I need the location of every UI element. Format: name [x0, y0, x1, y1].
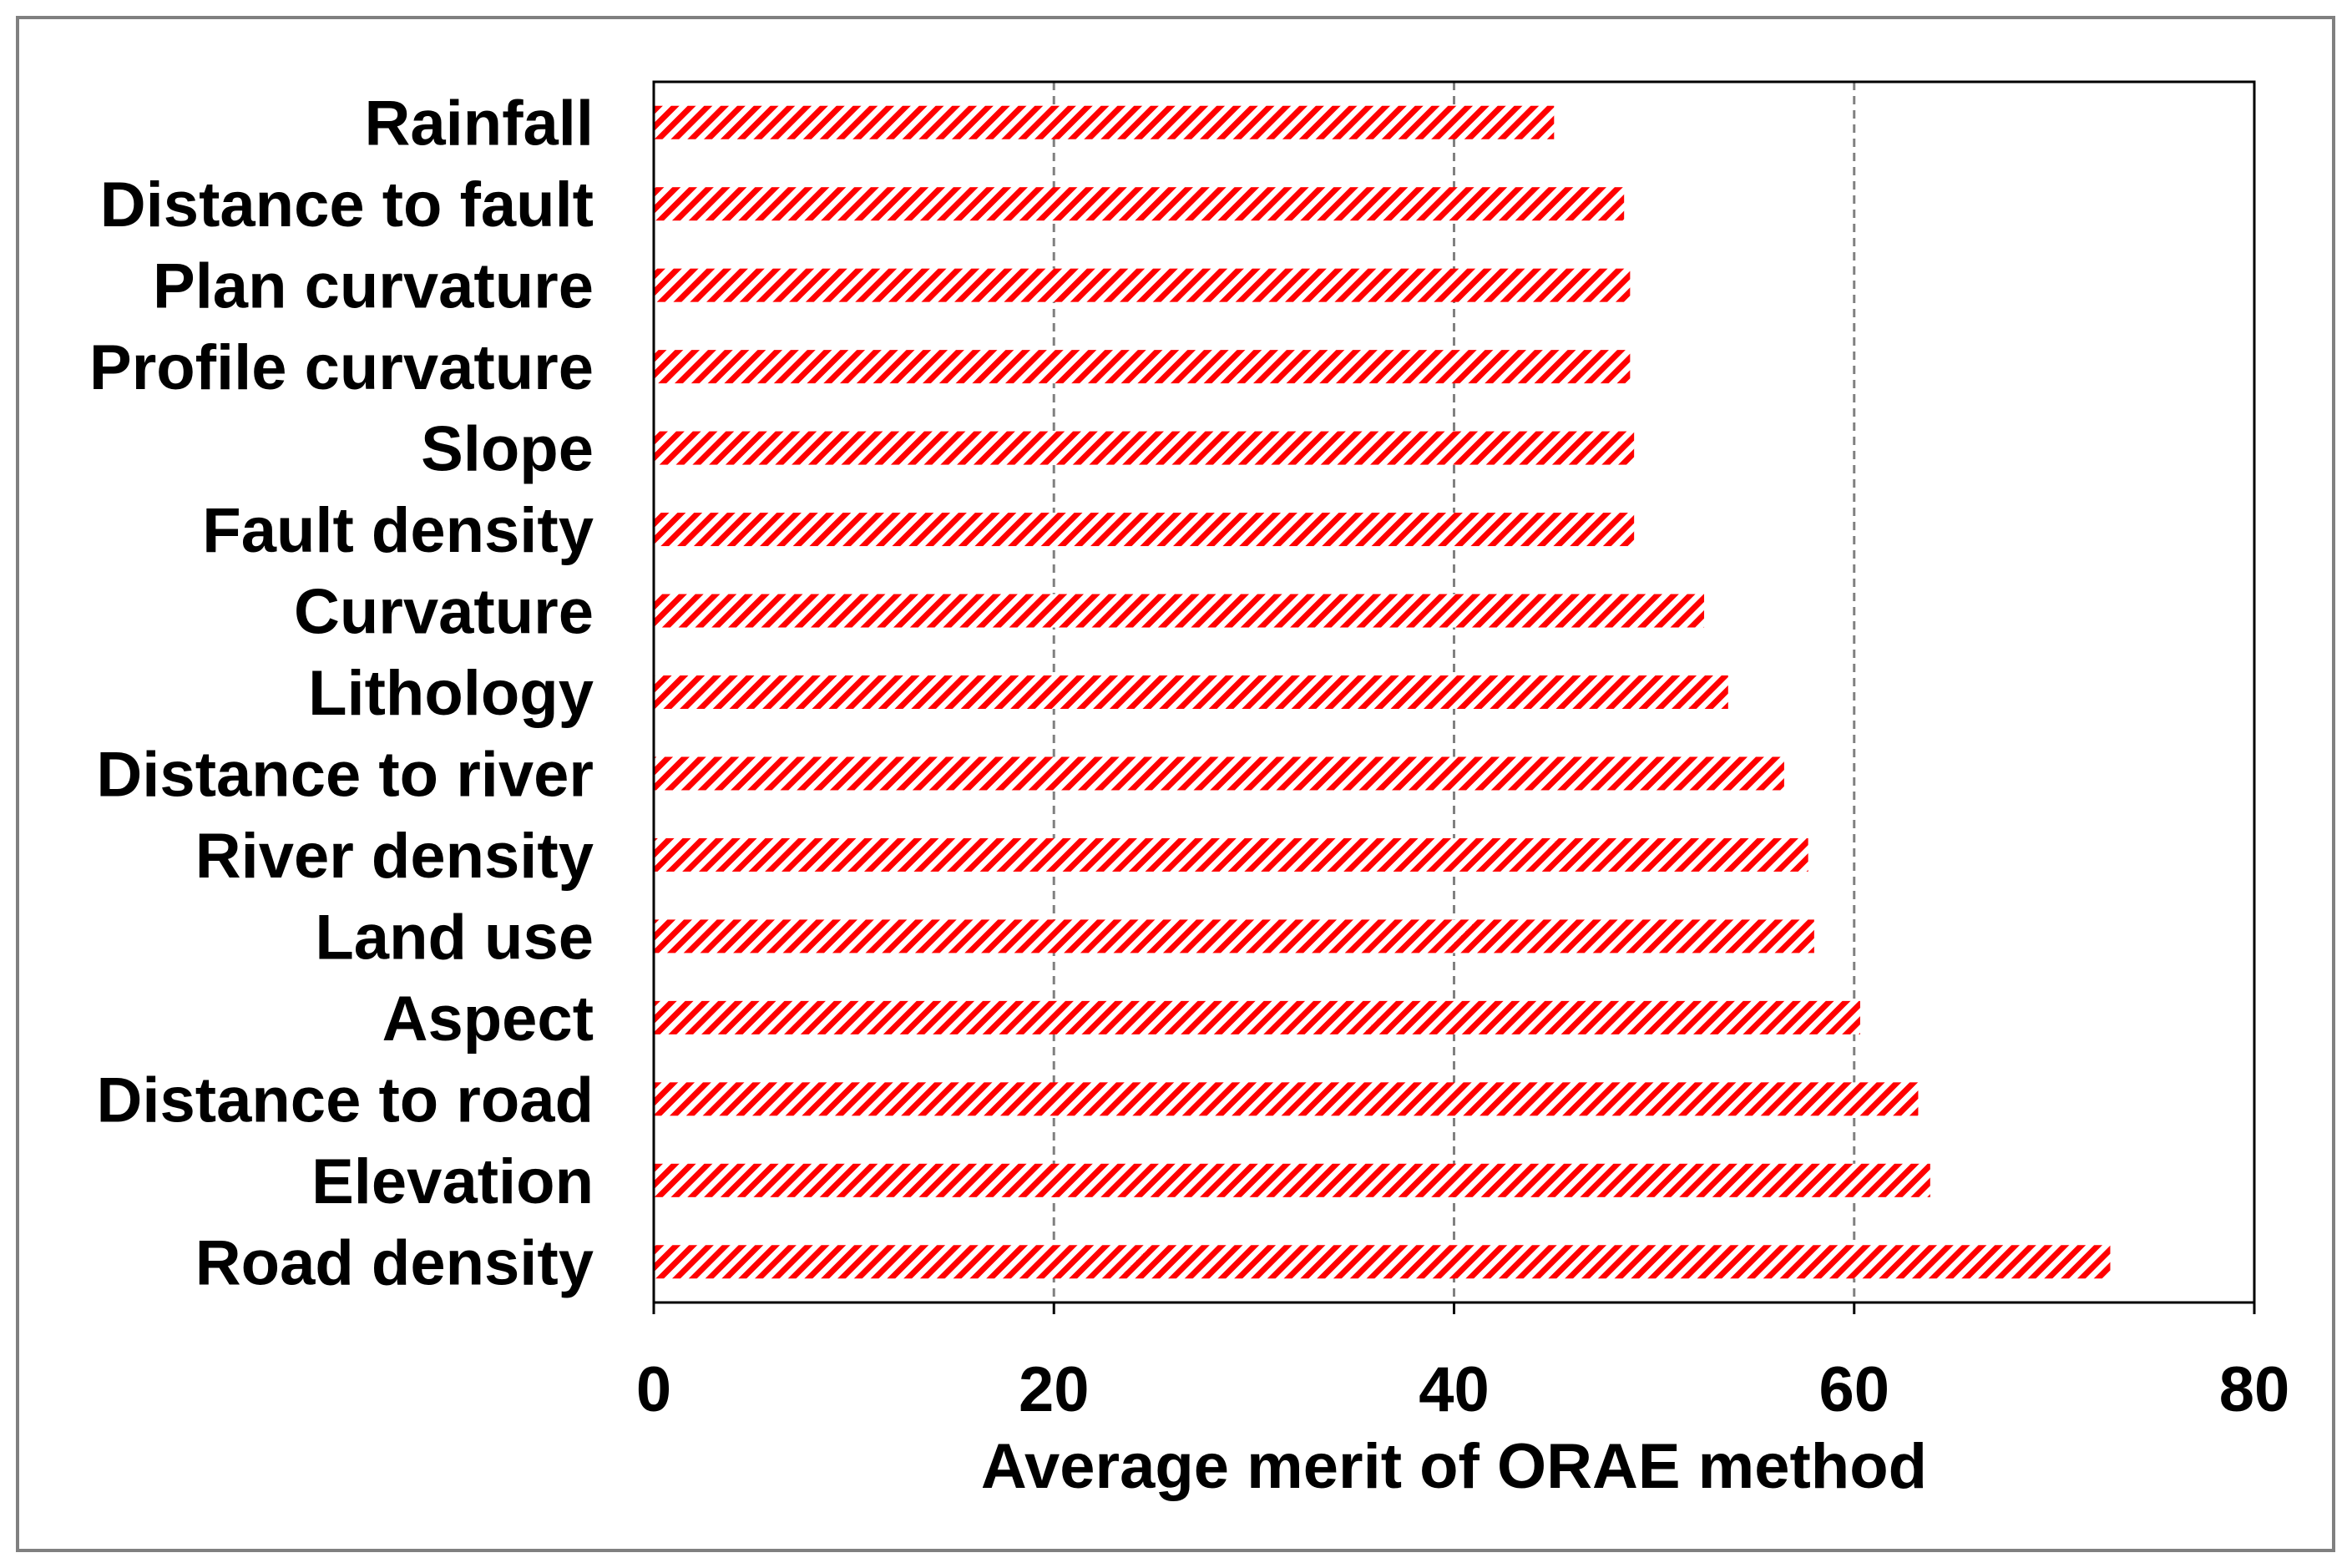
- category-label: Fault density: [202, 495, 594, 566]
- bar: [654, 837, 1808, 872]
- bar: [654, 1163, 1930, 1197]
- category-label: Land use: [315, 902, 594, 973]
- category-label: Elevation: [311, 1146, 594, 1217]
- x-tick-label: 80: [2219, 1354, 2290, 1425]
- x-axis-title: Average merit of ORAE method: [981, 1431, 1927, 1502]
- bar: [654, 187, 1625, 221]
- category-labels: Rainfall Distance to fault Plan curvature P…: [89, 89, 594, 1299]
- category-label: Distance to river: [96, 739, 594, 810]
- category-label: Slope: [421, 414, 594, 485]
- bar: [654, 513, 1635, 547]
- x-axis-ticks: 0 20 40 60 80: [636, 1302, 2289, 1425]
- category-label: River density: [195, 821, 594, 892]
- x-tick-label: 60: [1818, 1354, 1889, 1425]
- bar: [654, 105, 1555, 139]
- bar: [654, 594, 1705, 628]
- bar: [654, 431, 1635, 465]
- category-label: Plan curvature: [153, 251, 594, 322]
- category-label: Lithology: [308, 658, 594, 729]
- bar: [654, 268, 1631, 302]
- category-label: Road density: [195, 1227, 594, 1298]
- x-tick-label: 0: [636, 1354, 671, 1425]
- x-tick-label: 40: [1419, 1354, 1490, 1425]
- bar-series: [654, 105, 2111, 1279]
- bar: [654, 1000, 1860, 1034]
- bar: [654, 1082, 1919, 1116]
- bar: [654, 756, 1784, 791]
- category-label: Distance to fault: [100, 169, 594, 240]
- category-label: Curvature: [294, 577, 594, 648]
- bar: [654, 1245, 2111, 1279]
- bar: [654, 350, 1631, 384]
- category-label: Rainfall: [365, 89, 594, 159]
- category-label: Profile curvature: [89, 332, 594, 403]
- bar: [654, 919, 1814, 953]
- category-label: Distance to road: [97, 1065, 594, 1136]
- bar: [654, 675, 1728, 709]
- x-tick-label: 20: [1019, 1354, 1090, 1425]
- category-label: Aspect: [382, 984, 594, 1055]
